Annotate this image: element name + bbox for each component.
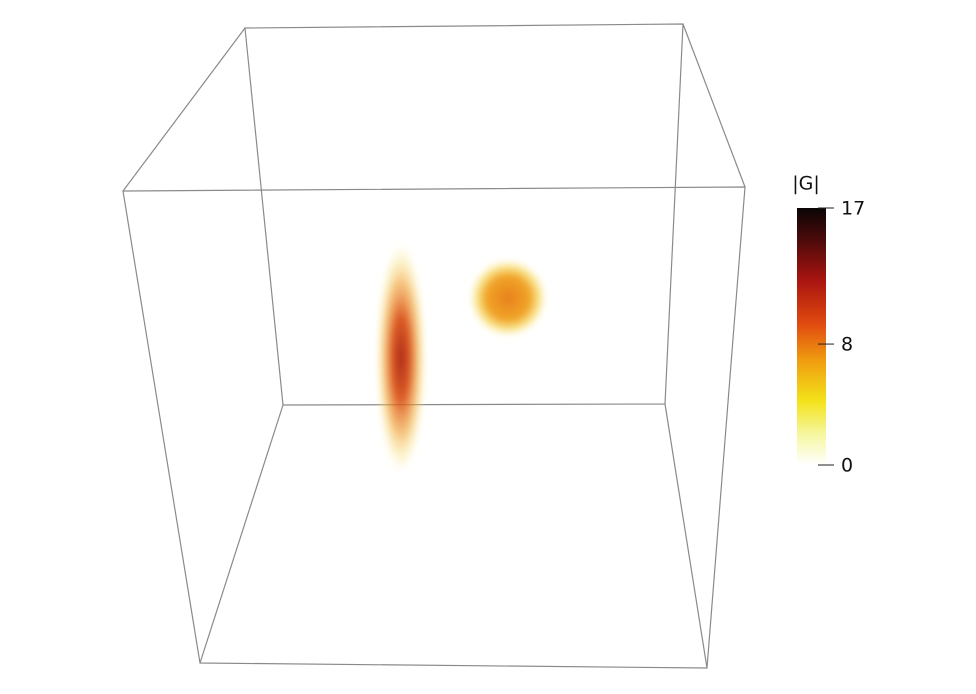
elongated-blob: [375, 240, 427, 476]
colorbar-tick-label: 0: [841, 455, 853, 477]
colorbar-scale: [797, 208, 826, 465]
colorbar-tick-label: 8: [841, 334, 853, 356]
colorbar-tick-label: 17: [841, 198, 865, 220]
colorbar-title: |G|: [792, 173, 820, 195]
colorbar: |G| 0 8 17: [792, 173, 865, 477]
bounding-box: [122, 23, 746, 669]
round-blob: [468, 258, 548, 338]
